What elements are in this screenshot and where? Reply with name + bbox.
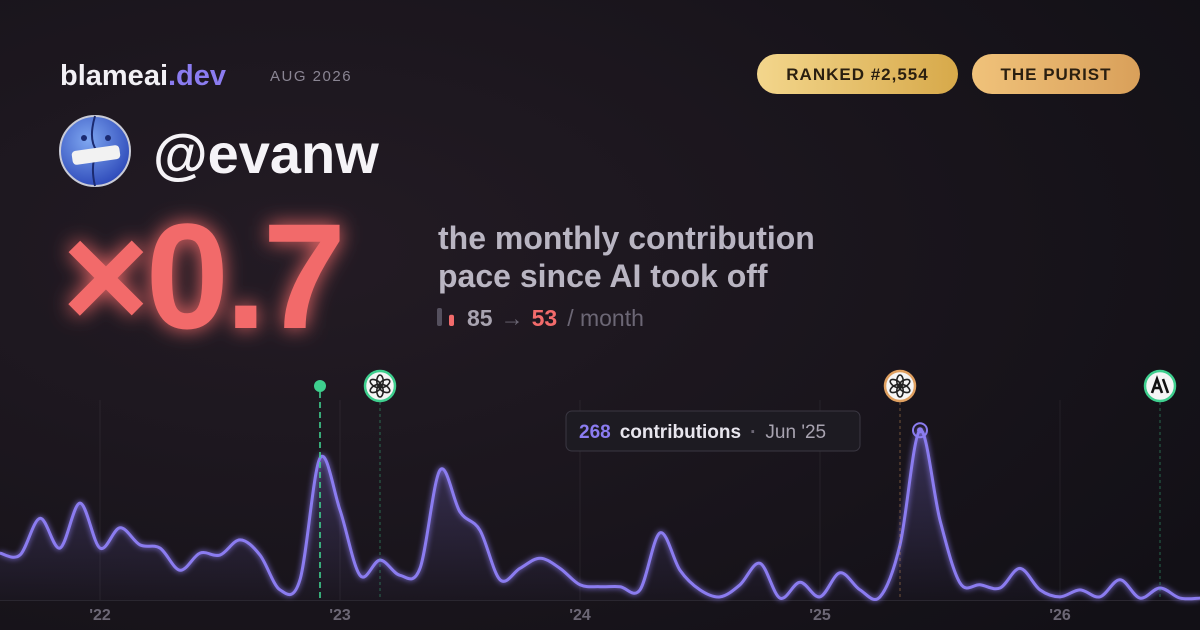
tooltip-box bbox=[565, 410, 861, 452]
before: 85 bbox=[467, 305, 493, 331]
pace-bars bbox=[437, 308, 454, 326]
tooltip: 268 contributions · Jun '25 bbox=[565, 410, 861, 452]
tooltip-label: contributions bbox=[620, 422, 741, 443]
x-tick-label: '26 bbox=[1049, 607, 1071, 624]
badge-text: THE PURIST bbox=[1000, 65, 1111, 84]
highlight-dot bbox=[917, 427, 923, 434]
brand: blameai.dev bbox=[60, 60, 226, 92]
highlight bbox=[912, 422, 928, 439]
avatar bbox=[59, 115, 131, 187]
x-tick-label: '23 bbox=[329, 607, 351, 624]
description: the monthly contribution bbox=[438, 220, 815, 256]
tooltip-date: Jun '25 bbox=[765, 422, 826, 443]
pace: 85 → 53 / month bbox=[467, 305, 644, 331]
badge bbox=[972, 54, 1140, 94]
arrow: → bbox=[501, 305, 524, 331]
event-icon bbox=[883, 369, 917, 403]
after: 53 bbox=[532, 305, 558, 331]
event-dot bbox=[314, 380, 326, 392]
area bbox=[0, 430, 1200, 600]
chart: '22 '23 '24 '25 '26 268 contributions · Jun '25 bbox=[0, 369, 1200, 624]
handle: @evanw bbox=[153, 122, 379, 185]
badge-text: RANKED #2,554 bbox=[786, 65, 928, 84]
bar-before bbox=[437, 308, 442, 326]
x-tick-label: '24 bbox=[569, 607, 591, 624]
unit: / month bbox=[567, 305, 644, 331]
icon-petal bbox=[369, 378, 382, 389]
multiplier: ×0.7 bbox=[62, 192, 342, 360]
tooltip-sep: · bbox=[750, 422, 756, 443]
x-tick-label: '25 bbox=[809, 607, 831, 624]
icon-petal bbox=[889, 378, 902, 389]
tooltip-text: 268 contributions · Jun '25 bbox=[579, 422, 826, 443]
bar-after bbox=[449, 314, 454, 326]
brand-tld: .dev bbox=[168, 60, 226, 92]
description: pace since AI took off bbox=[438, 258, 768, 294]
badge bbox=[757, 54, 958, 94]
line bbox=[0, 428, 1200, 601]
x-tick-label: '22 bbox=[89, 607, 111, 624]
period: AUG 2026 bbox=[270, 68, 352, 85]
event-icon bbox=[363, 369, 397, 403]
icon-glyph bbox=[1150, 375, 1170, 394]
tooltip-value: 268 bbox=[579, 422, 611, 443]
brand-name: blameai bbox=[60, 60, 168, 92]
